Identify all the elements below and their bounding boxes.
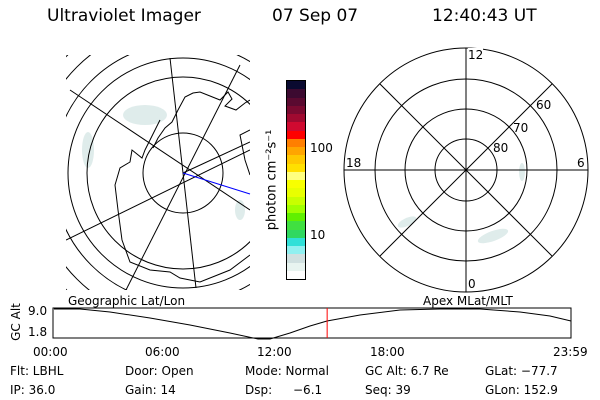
xtick-1200: 12:00: [257, 345, 292, 359]
filter-status: Flt: LBHL: [10, 364, 64, 378]
dsp-value: −6.1: [293, 383, 323, 397]
colorbar-band: [287, 180, 305, 189]
ip-status: IP: 36.0: [10, 383, 56, 397]
colorbar-band: [287, 122, 305, 131]
ytick-9: 9.0: [28, 304, 48, 318]
colorbar-band: [287, 262, 305, 271]
colorbar-band: [287, 138, 305, 147]
colorbar-band: [287, 155, 305, 164]
time-label: 12:40:43 UT: [432, 6, 537, 26]
geographic-label: Geographic Lat/Lon: [68, 294, 186, 308]
colorbar-band: [287, 229, 305, 238]
dsp-label: Dsp:: [245, 383, 273, 397]
xtick-1800: 18:00: [370, 345, 405, 359]
ytick-1-8: 1.8: [28, 325, 48, 339]
colorbar: [286, 80, 306, 280]
colorbar-band: [287, 89, 305, 98]
xtick-0000: 00:00: [33, 345, 68, 359]
colorbar-band: [287, 196, 305, 205]
colorbar-band: [287, 114, 305, 123]
door-status: Door: Open: [125, 364, 194, 378]
lat-label-80: 80: [493, 141, 509, 155]
colorbar-band: [287, 81, 305, 90]
colorbar-band: [287, 270, 305, 279]
instrument-title: Ultraviolet Imager: [47, 6, 201, 26]
gain-status: Gain: 14: [125, 383, 176, 397]
mlt-label-6: 6: [577, 156, 585, 170]
colorbar-band: [287, 204, 305, 213]
seq-status: Seq: 39: [365, 383, 411, 397]
colorbar-band: [287, 188, 305, 197]
colorbar-band: [287, 254, 305, 263]
colorbar-tick-100: 100: [310, 141, 333, 155]
colorbar-band: [287, 147, 305, 156]
spacecraft-direction-line: [182, 172, 251, 195]
colorbar-band: [287, 97, 305, 106]
colorbar-band: [287, 105, 305, 114]
glon-status: GLon: 152.9: [485, 383, 558, 397]
colorbar-band: [287, 171, 305, 180]
colorbar-band: [287, 237, 305, 246]
colorbar-tick-10: 10: [310, 228, 326, 242]
lat-label-60: 60: [536, 98, 552, 112]
colorbar-band: [287, 221, 305, 230]
colorbar-band: [287, 213, 305, 222]
lat-label-70: 70: [513, 121, 529, 135]
apex-label: Apex MLat/MLT: [423, 294, 513, 308]
colorbar-band: [287, 130, 305, 139]
mlt-label-0: 0: [468, 277, 476, 291]
colorbar-band: [287, 246, 305, 255]
xtick-0600: 06:00: [145, 345, 180, 359]
date-label: 07 Sep 07: [272, 6, 359, 26]
mode-status: Mode: Normal: [245, 364, 329, 378]
glat-status: GLat: −77.7: [485, 364, 558, 378]
mlt-label-18: 18: [346, 156, 362, 170]
gc-alt-status: GC Alt: 6.7 Re: [365, 364, 449, 378]
mlt-label-12: 12: [468, 48, 484, 62]
xtick-2359: 23:59: [553, 345, 588, 359]
colorbar-band: [287, 163, 305, 172]
